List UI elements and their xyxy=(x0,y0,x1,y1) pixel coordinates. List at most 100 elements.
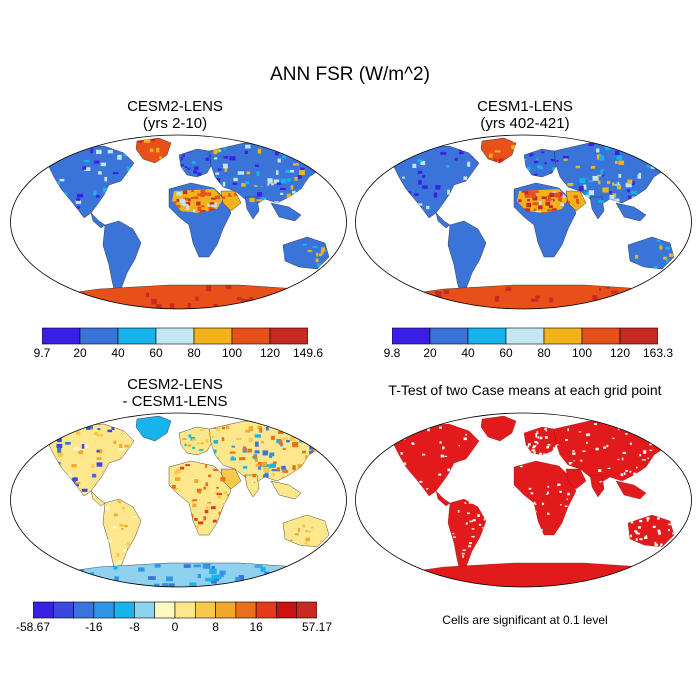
land-cell xyxy=(568,201,570,205)
insignificant-cell xyxy=(668,523,672,526)
land-cell xyxy=(447,189,450,195)
land-cell xyxy=(529,153,532,157)
insignificant-cell xyxy=(415,494,419,496)
insignificant-cell xyxy=(546,491,549,495)
land-cell xyxy=(649,296,655,302)
land-cell xyxy=(273,179,280,184)
land-cell xyxy=(76,206,80,209)
land-cell xyxy=(552,167,557,171)
land-cell xyxy=(80,565,84,571)
land-cell xyxy=(304,268,308,269)
land-cell xyxy=(217,168,222,171)
land-cell xyxy=(559,197,562,202)
land-cell xyxy=(174,523,180,527)
insignificant-cell xyxy=(660,458,663,461)
land-cell xyxy=(195,453,198,455)
land-cell xyxy=(636,196,639,199)
land-cell xyxy=(646,164,652,168)
colorbar-tick-label: 80 xyxy=(537,346,551,360)
land-cell xyxy=(220,477,226,482)
land-cell xyxy=(628,195,635,199)
land-cell xyxy=(668,198,672,203)
land-cell xyxy=(192,503,197,508)
land-cell xyxy=(118,500,122,504)
land-cell xyxy=(169,303,175,309)
land-cell xyxy=(462,196,466,202)
land-cell xyxy=(290,185,294,190)
land-cell xyxy=(562,155,569,159)
insignificant-cell xyxy=(567,492,570,496)
land-cell xyxy=(618,173,622,178)
land-cell xyxy=(590,165,596,169)
insignificant-cell xyxy=(668,528,671,532)
land-cell xyxy=(180,511,186,515)
colorbar-cesm1 xyxy=(392,327,658,345)
land-cell xyxy=(195,295,199,302)
land-cell xyxy=(320,540,323,544)
panel2-title: CESM1-LENS (yrs 402-421) xyxy=(395,98,655,132)
insignificant-cell xyxy=(470,459,472,462)
land-cell xyxy=(170,532,174,535)
insignificant-cell xyxy=(535,503,537,505)
insignificant-cell xyxy=(603,446,606,449)
land-cell xyxy=(223,156,229,159)
land-antarctica xyxy=(393,284,673,309)
land-cell xyxy=(114,214,119,217)
land-cell xyxy=(194,166,199,171)
land-cell xyxy=(294,533,299,536)
insignificant-cell xyxy=(630,534,632,538)
land-cell xyxy=(612,182,615,186)
land-cell xyxy=(535,158,539,161)
land-cell xyxy=(297,175,302,179)
land-cell xyxy=(190,196,194,199)
land-cell xyxy=(281,437,288,440)
land-cell xyxy=(214,574,222,580)
land-africa xyxy=(168,460,232,536)
land-cell xyxy=(213,468,219,472)
insignificant-cell xyxy=(532,446,536,449)
land-cell xyxy=(260,566,266,572)
land-cell xyxy=(608,298,612,305)
land-cell xyxy=(405,210,412,214)
land-cell xyxy=(545,198,552,202)
insignificant-cell xyxy=(452,532,455,535)
insignificant-cell xyxy=(471,528,475,530)
land-cell xyxy=(414,193,419,197)
land-cell xyxy=(637,174,642,179)
colorbar-tick-label: 0 xyxy=(171,620,179,634)
land-cell xyxy=(217,495,222,499)
land-cell xyxy=(650,166,657,169)
insignificant-cell xyxy=(532,449,536,452)
colorbar-swatch xyxy=(581,327,621,345)
insignificant-cell xyxy=(465,433,468,436)
land-cell xyxy=(494,295,500,302)
insignificant-cell xyxy=(568,461,572,465)
land-cell xyxy=(314,178,321,182)
land-cell xyxy=(502,293,510,298)
panel2-title-line2: (yrs 402-421) xyxy=(480,115,570,132)
land-cell xyxy=(417,170,423,174)
land-cell xyxy=(549,192,555,198)
land-cell xyxy=(56,438,62,443)
land-cell xyxy=(183,564,191,568)
land-cell xyxy=(197,574,201,579)
land-cell xyxy=(235,437,242,440)
land-cell xyxy=(191,189,194,193)
land-cell xyxy=(185,464,190,467)
insignificant-cell xyxy=(523,461,526,465)
land-cell xyxy=(271,435,275,440)
insignificant-cell xyxy=(646,517,650,520)
land-cell xyxy=(57,452,63,457)
land-cell xyxy=(255,463,260,467)
insignificant-cell xyxy=(580,459,583,462)
land-cell xyxy=(257,461,264,467)
land-cell xyxy=(318,423,325,428)
land-cell xyxy=(470,200,474,205)
land-cell xyxy=(137,295,145,302)
land-cell xyxy=(84,444,89,448)
colorbar-tick-label: 120 xyxy=(609,346,631,360)
land-cell xyxy=(657,239,661,242)
land-cell xyxy=(545,201,551,206)
insignificant-cell xyxy=(469,520,473,523)
land-cell xyxy=(535,295,541,299)
